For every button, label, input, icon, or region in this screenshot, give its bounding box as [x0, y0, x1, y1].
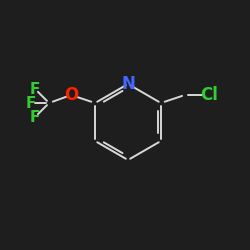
Text: F: F	[26, 96, 36, 110]
Text: F: F	[30, 82, 40, 96]
Text: O: O	[64, 86, 78, 104]
Text: F: F	[30, 110, 40, 124]
Text: Cl: Cl	[200, 86, 218, 104]
Text: N: N	[121, 75, 135, 93]
